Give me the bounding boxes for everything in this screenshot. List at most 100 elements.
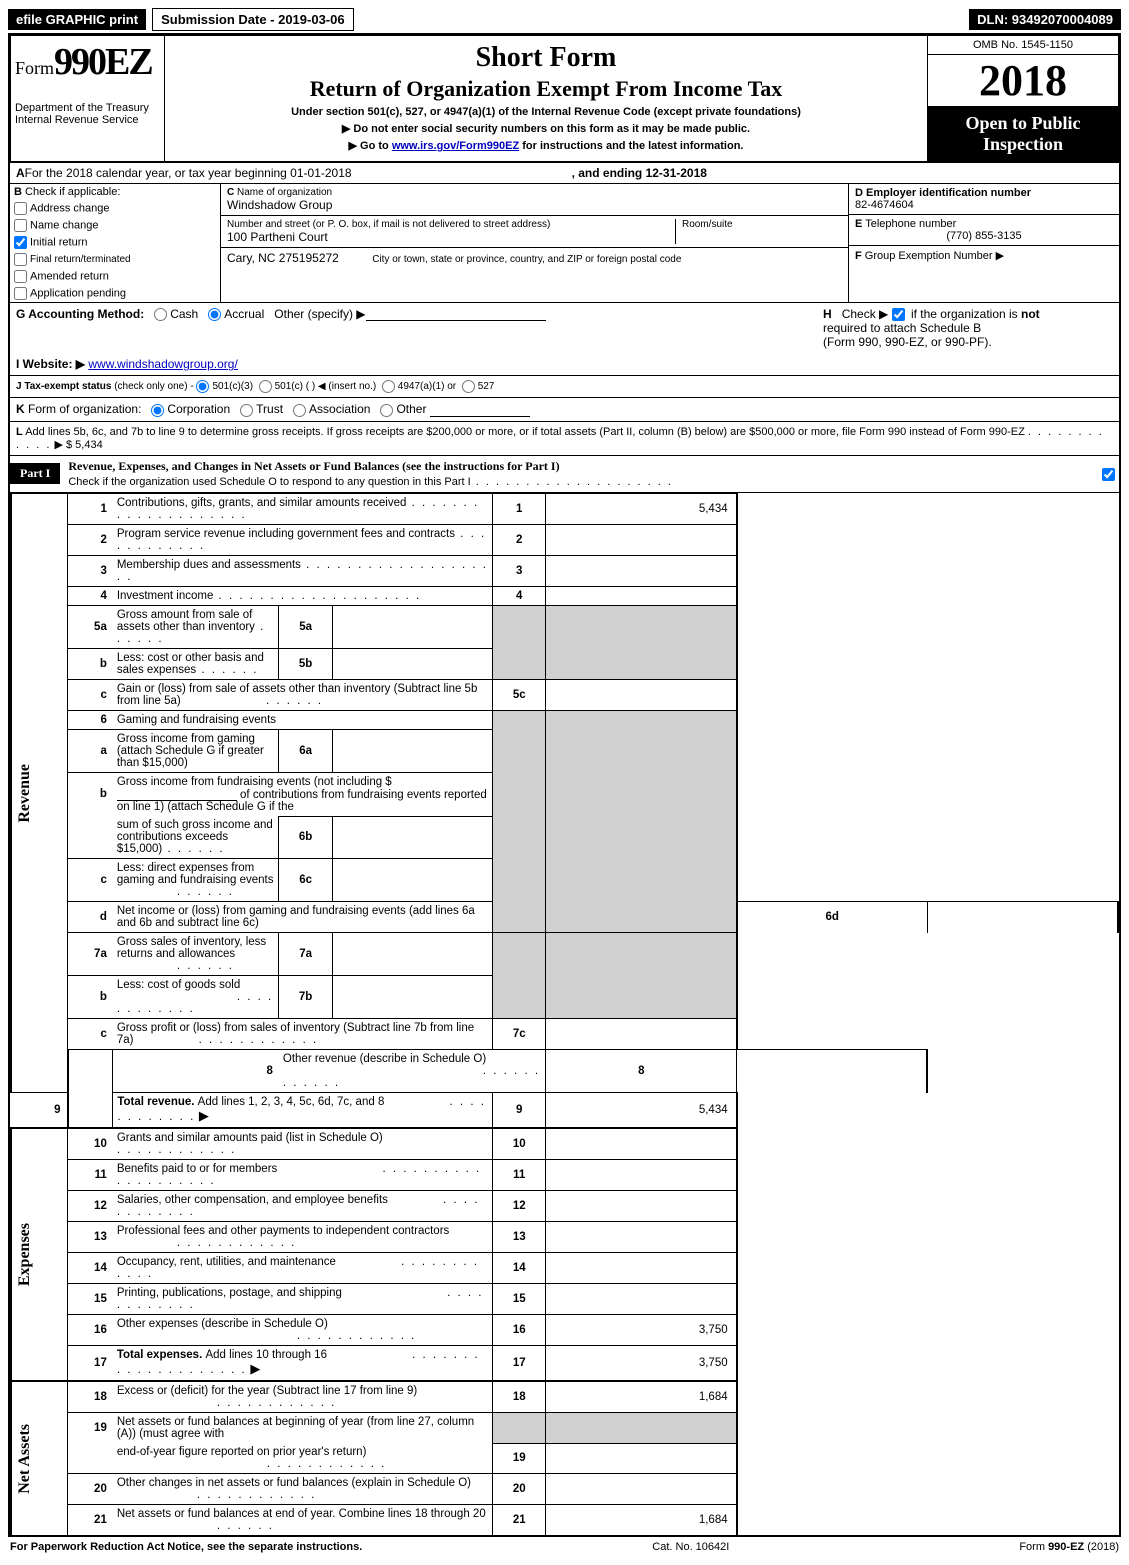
chk-part1-scho[interactable] bbox=[1102, 468, 1115, 481]
radio-accrual[interactable] bbox=[208, 308, 221, 321]
chk-final-return[interactable] bbox=[14, 253, 27, 266]
radio-4947[interactable] bbox=[382, 380, 395, 393]
section-ab: B Check if applicable: Address change Na… bbox=[10, 183, 1119, 302]
r5c-rn: 5c bbox=[493, 679, 546, 710]
h-not: not bbox=[1021, 307, 1040, 321]
radio-other-org[interactable] bbox=[380, 404, 393, 417]
r14-rn: 14 bbox=[493, 1253, 546, 1284]
row-7a: 7a Gross sales of inventory, less return… bbox=[11, 933, 1118, 976]
room-label: Room/suite bbox=[682, 219, 842, 230]
r6d-desc: Net income or (loss) from gaming and fun… bbox=[117, 905, 475, 929]
r3-rv bbox=[546, 555, 737, 586]
radio-trust[interactable] bbox=[240, 404, 253, 417]
row-6: 6 Gaming and fundraising events bbox=[11, 710, 1118, 729]
label-h: H bbox=[823, 307, 832, 321]
r18-rn: 18 bbox=[493, 1381, 546, 1413]
website-link[interactable]: www.windshadowgroup.org/ bbox=[88, 357, 237, 371]
radio-501c3[interactable] bbox=[196, 380, 209, 393]
r6b-blank[interactable] bbox=[117, 788, 237, 801]
tax-year: 2018 bbox=[928, 55, 1118, 106]
h-check-arrow: Check ▶ bbox=[842, 307, 889, 321]
r14-desc: Occupancy, rent, utilities, and maintena… bbox=[117, 1256, 336, 1268]
chk-initial-return[interactable] bbox=[14, 236, 27, 249]
r4-dots bbox=[213, 590, 421, 602]
r5ab-grey-rn bbox=[493, 605, 546, 679]
r18-desc: Excess or (deficit) for the year (Subtra… bbox=[117, 1385, 417, 1397]
r17-arrow bbox=[247, 1364, 261, 1376]
part1-dots bbox=[471, 476, 673, 488]
chk-h-not-required[interactable] bbox=[892, 308, 905, 321]
line-a-text: For the 2018 calendar year, or tax year … bbox=[25, 166, 352, 180]
radio-corp[interactable] bbox=[151, 404, 164, 417]
line-g-h: G Accounting Method: Cash Accrual Other … bbox=[10, 302, 1119, 353]
chk-name-change[interactable] bbox=[14, 219, 27, 232]
r7ab-grey-rv bbox=[546, 933, 737, 1019]
r19-dots bbox=[267, 1458, 387, 1470]
r5a-mv bbox=[332, 605, 492, 648]
part1-sub: Check if the organization used Schedule … bbox=[68, 476, 470, 488]
row-14: 14 Occupancy, rent, utilities, and maint… bbox=[11, 1253, 1118, 1284]
line-k: K Form of organization: Corporation Trus… bbox=[10, 397, 1119, 420]
note2-pre: ▶ Go to bbox=[349, 140, 392, 152]
r15-desc: Printing, publications, postage, and shi… bbox=[117, 1287, 342, 1299]
r8-desc: Other revenue (describe in Schedule O) bbox=[283, 1053, 486, 1065]
open-pub-line2: Inspection bbox=[932, 134, 1114, 155]
radio-527[interactable] bbox=[462, 380, 475, 393]
part1-sub-line: Check if the organization used Schedule … bbox=[68, 476, 673, 488]
short-form-title: Short Form bbox=[169, 42, 923, 74]
r20-rn: 20 bbox=[493, 1474, 546, 1505]
footer-right: Form 990-EZ (2018) bbox=[1019, 1541, 1119, 1553]
footer: For Paperwork Reduction Act Notice, see … bbox=[8, 1537, 1121, 1557]
chk-init-label: Initial return bbox=[30, 236, 87, 248]
dln-label: DLN: 93492070004089 bbox=[969, 9, 1121, 30]
r7c-dots bbox=[193, 1034, 318, 1046]
r16-desc: Other expenses (describe in Schedule O) bbox=[117, 1318, 328, 1330]
radio-assoc[interactable] bbox=[293, 404, 306, 417]
k-other-blank[interactable] bbox=[430, 404, 530, 417]
chk-application-pending[interactable] bbox=[14, 287, 27, 300]
label-f-text: Group Exemption Number ▶ bbox=[862, 250, 1004, 262]
row-5c: c Gain or (loss) from sale of assets oth… bbox=[11, 679, 1118, 710]
row-1: Revenue 1 Contributions, gifts, grants, … bbox=[11, 493, 1118, 524]
chk-address-change[interactable] bbox=[14, 202, 27, 215]
r10-rn: 10 bbox=[493, 1128, 546, 1160]
form-prefix: Form bbox=[15, 58, 54, 78]
other-blank[interactable] bbox=[366, 308, 546, 321]
irs-link[interactable]: www.irs.gov/Form990EZ bbox=[392, 140, 519, 152]
k2-label: Trust bbox=[256, 402, 283, 416]
footer-right-post: (2018) bbox=[1084, 1541, 1119, 1553]
omb-number: OMB No. 1545-1150 bbox=[928, 36, 1118, 55]
r10-desc: Grants and similar amounts paid (list in… bbox=[117, 1132, 383, 1144]
label-j-sub: (check only one) - bbox=[114, 381, 196, 392]
r13-rv bbox=[546, 1222, 737, 1253]
j1-label: 501(c)(3) bbox=[212, 381, 253, 392]
addr-value: 100 Partheni Court bbox=[227, 230, 675, 244]
radio-cash[interactable] bbox=[154, 308, 167, 321]
subtitle: Under section 501(c), 527, or 4947(a)(1)… bbox=[169, 106, 923, 118]
r18-rv: 1,684 bbox=[546, 1381, 737, 1413]
chk-app-label: Application pending bbox=[30, 287, 126, 299]
r9-arrow bbox=[195, 1111, 209, 1123]
phone-value: (770) 855-3135 bbox=[855, 230, 1113, 242]
line-j: J Tax-exempt status (check only one) - 5… bbox=[10, 375, 1119, 397]
r8-rv bbox=[737, 1050, 928, 1093]
chk-amended-return[interactable] bbox=[14, 270, 27, 283]
row-16: 16 Other expenses (describe in Schedule … bbox=[11, 1315, 1118, 1346]
j3-label: 4947(a)(1) or bbox=[398, 381, 456, 392]
row-13: 13 Professional fees and other payments … bbox=[11, 1222, 1118, 1253]
r14-rv bbox=[546, 1253, 737, 1284]
j4-label: 527 bbox=[478, 381, 495, 392]
footer-right-pre: Form bbox=[1019, 1541, 1048, 1553]
r5b-num: b bbox=[68, 648, 113, 679]
r7a-desc: Gross sales of inventory, less returns a… bbox=[117, 936, 266, 960]
r5c-num: c bbox=[68, 679, 113, 710]
r2-rn: 2 bbox=[493, 524, 546, 555]
part1-tag: Part I bbox=[10, 463, 60, 484]
label-e-text: Telephone number bbox=[862, 218, 956, 230]
r6b-mv bbox=[332, 816, 492, 859]
radio-501c[interactable] bbox=[259, 380, 272, 393]
r16-rn: 16 bbox=[493, 1315, 546, 1346]
row-19b: end-of-year figure reported on prior yea… bbox=[11, 1443, 1118, 1474]
r9-desc: Add lines 1, 2, 3, 4, 5c, 6d, 7c, and 8 bbox=[198, 1096, 385, 1108]
row-4: 4 Investment income 4 bbox=[11, 586, 1118, 605]
